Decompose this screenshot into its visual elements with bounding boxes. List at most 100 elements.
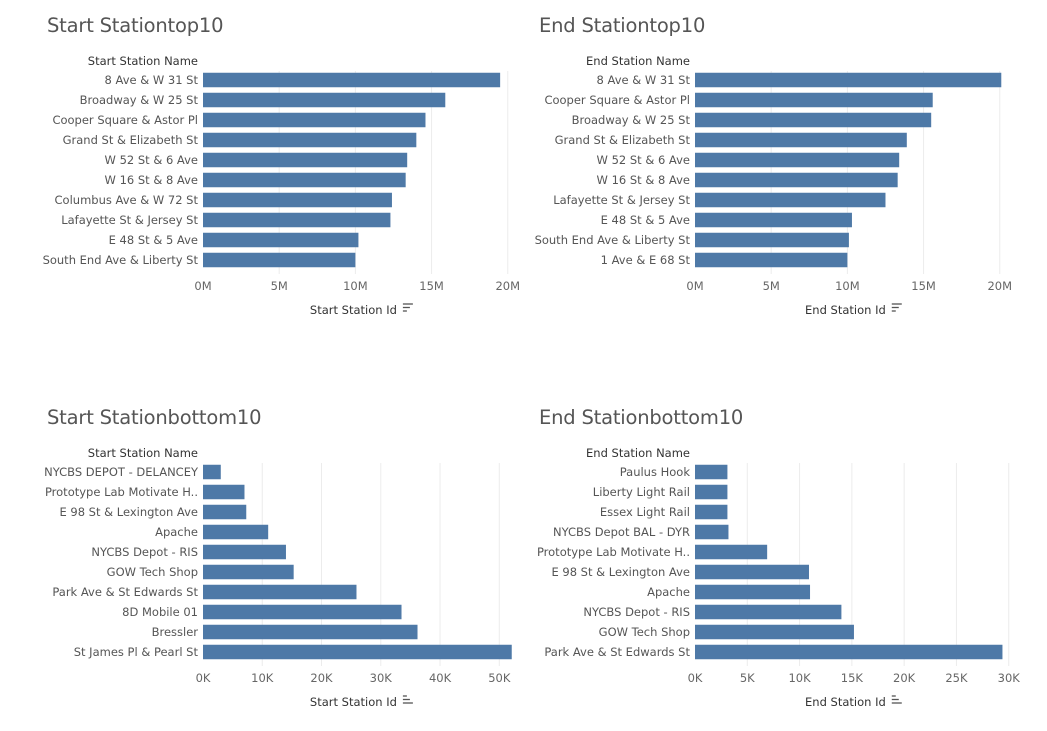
category-label: NYCBS Depot - RIS [583,605,690,619]
category-label: Essex Light Rail [600,505,690,519]
bar [203,484,245,500]
sort-descending-icon [891,303,902,312]
category-label: E 98 St & Lexington Ave [551,565,690,579]
category-label: GOW Tech Shop [599,625,690,639]
chart-title: Start Stationbottom10 [47,406,262,429]
chart-end-top10: End Stationtop10 End Station Name 8 Ave &… [535,14,1029,324]
bar [203,172,406,188]
bar [695,504,728,520]
bar [695,524,729,540]
category-label: W 16 St & 8 Ave [597,173,690,187]
bar [695,212,852,228]
category-label: NYCBS Depot BAL - DYR [553,525,690,539]
bar [695,604,842,620]
category-label: Apache [155,525,198,539]
bar [695,644,1003,660]
bar [695,624,854,640]
category-header: Start Station Name [88,54,198,68]
category-label: Broadway & W 25 St [572,113,691,127]
sort-descending-icon [402,303,413,312]
tick-label: 0M [194,279,211,293]
tick-label: 5M [271,279,288,293]
category-header: Start Station Name [88,446,198,460]
category-label: Bressler [152,625,199,639]
bar [203,584,357,600]
bar [203,544,286,560]
tick-label: 5K [740,671,755,685]
category-label: Prototype Lab Motivate H.. [45,485,198,499]
category-label: 8D Mobile 01 [122,605,198,619]
chart-svg: End Station Name 8 Ave & W 31 St Cooper Sq… [535,54,1012,317]
category-label: Broadway & W 25 St [80,93,199,107]
tick-label: 10K [251,671,274,685]
chart-svg: Start Station Name 8 Ave & W 31 St Broadwa… [43,54,520,317]
axis-title: End Station Id [805,695,886,709]
bar [203,252,356,268]
category-label: Park Ave & St Edwards St [544,645,690,659]
bar [695,72,1002,88]
category-label: South End Ave & Liberty St [535,233,691,247]
tick-label: 0K [196,671,211,685]
category-header: End Station Name [586,54,690,68]
tick-label: 30K [370,671,393,685]
category-label: GOW Tech Shop [107,565,198,579]
bar [695,544,768,560]
axis-title: End Station Id [805,303,886,317]
tick-label: 15K [841,671,864,685]
tick-label: 5M [763,279,780,293]
category-label: Cooper Square & Astor Pl [544,93,690,107]
chart-start-top10: Start Stationtop10 Start Station Name 8 A… [43,14,537,324]
chart-svg: End Station Name Paulus Hook Liberty Light… [537,446,1020,709]
tick-label: 10M [343,279,368,293]
category-label: Grand St & Elizabeth St [63,133,199,147]
category-label: 1 Ave & E 68 St [601,253,691,267]
tick-label: 20K [310,671,333,685]
category-label: Prototype Lab Motivate H.. [537,545,690,559]
tick-label: 15M [911,279,936,293]
bar [203,192,392,208]
bar [203,604,402,620]
bar [695,464,728,480]
tick-label: 20K [893,671,916,685]
category-label: E 48 St & 5 Ave [109,233,198,247]
category-label: Paulus Hook [620,465,691,479]
bar [695,172,898,188]
bar [203,92,446,108]
bar [203,232,359,248]
category-label: Liberty Light Rail [593,485,690,499]
bar [203,624,418,640]
category-label: NYCBS DEPOT - DELANCEY [44,465,199,479]
chart-title: Start Stationtop10 [47,14,224,37]
category-label: Cooper Square & Astor Pl [52,113,198,127]
bar [695,584,811,600]
chart-title: End Stationbottom10 [539,406,744,429]
bar [695,112,932,128]
tick-label: 40K [429,671,452,685]
tick-label: 15M [419,279,444,293]
bar [695,484,728,500]
tick-label: 20M [495,279,520,293]
bar [695,252,848,268]
bar [203,152,408,168]
bar [203,212,391,228]
tick-label: 0M [686,279,703,293]
category-label: South End Ave & Liberty St [43,253,199,267]
bar [203,464,221,480]
bar [203,504,247,520]
bar [695,192,886,208]
bar [203,112,426,128]
category-label: Lafayette St & Jersey St [61,213,198,227]
bar [695,132,907,148]
category-label: NYCBS Depot - RIS [91,545,198,559]
category-label: W 52 St & 6 Ave [597,153,690,167]
tick-label: 20M [987,279,1012,293]
tick-label: 10K [788,671,811,685]
bar [203,132,417,148]
bar [695,232,849,248]
sort-ascending-icon [402,695,413,704]
chart-svg: Start Station Name NYCBS DEPOT - DELANCEY… [44,446,512,709]
bar [695,92,933,108]
category-label: E 48 St & 5 Ave [601,213,690,227]
category-label: Apache [647,585,690,599]
category-label: 8 Ave & W 31 St [105,73,199,87]
